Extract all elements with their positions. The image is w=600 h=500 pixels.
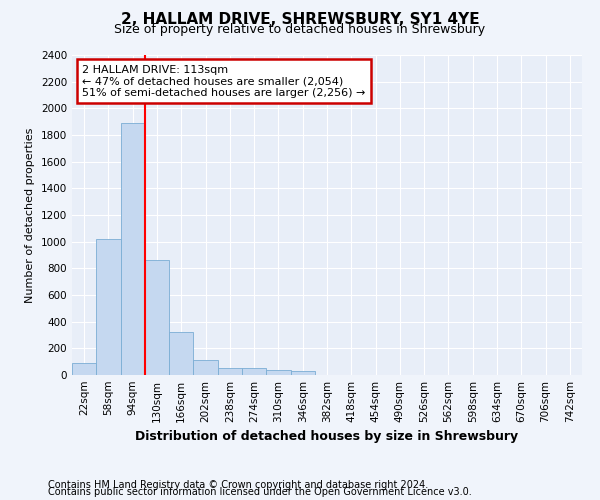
Bar [96,239,121,375]
Bar [218,368,242,375]
Bar [290,371,315,375]
Bar [121,123,145,375]
Bar [72,363,96,375]
Text: 2, HALLAM DRIVE, SHREWSBURY, SY1 4YE: 2, HALLAM DRIVE, SHREWSBURY, SY1 4YE [121,12,479,28]
X-axis label: Distribution of detached houses by size in Shrewsbury: Distribution of detached houses by size … [136,430,518,444]
Bar [266,370,290,375]
Bar [145,260,169,375]
Bar [169,332,193,375]
Text: Size of property relative to detached houses in Shrewsbury: Size of property relative to detached ho… [115,22,485,36]
Bar [193,360,218,375]
Bar [242,368,266,375]
Text: Contains HM Land Registry data © Crown copyright and database right 2024.: Contains HM Land Registry data © Crown c… [48,480,428,490]
Text: 2 HALLAM DRIVE: 113sqm
← 47% of detached houses are smaller (2,054)
51% of semi-: 2 HALLAM DRIVE: 113sqm ← 47% of detached… [82,64,365,98]
Text: Contains public sector information licensed under the Open Government Licence v3: Contains public sector information licen… [48,487,472,497]
Y-axis label: Number of detached properties: Number of detached properties [25,128,35,302]
